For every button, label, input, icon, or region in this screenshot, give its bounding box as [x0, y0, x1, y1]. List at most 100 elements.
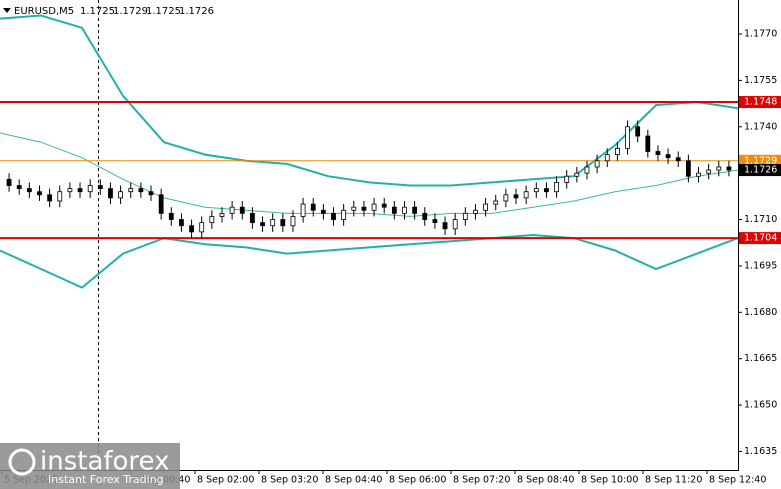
candle-body [229, 206, 235, 214]
candle-body [97, 185, 103, 190]
plot: 1.17701.17551.17401.17251.17101.16951.16… [0, 14, 781, 486]
candle-body [361, 206, 367, 211]
candle-body [219, 212, 225, 217]
candle-body [604, 154, 610, 162]
y-tick-label: 1.1740 [744, 121, 777, 132]
candle-body [331, 212, 336, 220]
candle-body [108, 188, 113, 199]
y-tick-label: 1.1680 [744, 307, 777, 318]
candle-body [300, 203, 306, 217]
candle-body [199, 222, 205, 233]
candle-body [493, 200, 499, 205]
candle-body [625, 126, 630, 149]
candle-body [320, 209, 326, 214]
candle-body [726, 166, 732, 171]
candle-body [6, 178, 12, 186]
level-label: 1.1729 [744, 155, 777, 166]
candle-body [391, 206, 397, 214]
x-tick-label: 8 Sep 03:20 [261, 475, 318, 486]
candle-body [594, 160, 600, 168]
band-line [0, 14, 739, 187]
candle-body [138, 188, 144, 193]
candle-body [37, 191, 42, 196]
x-tick-label: 8 Sep 11:20 [645, 475, 702, 486]
candle-body [574, 172, 580, 177]
candle-body [250, 212, 255, 224]
candle-body [685, 160, 691, 177]
y-tick-label: 1.1695 [744, 260, 777, 271]
candle-body [239, 206, 245, 214]
candle-body [655, 151, 661, 156]
candle-body [533, 188, 539, 193]
candle-body [351, 206, 357, 211]
x-tick-label: 8 Sep 04:40 [325, 475, 382, 486]
candle-body [270, 219, 276, 227]
header-value: 1.1725 [146, 6, 181, 17]
candle-body [513, 194, 519, 199]
candle-body [483, 203, 488, 211]
candle-body [584, 166, 590, 174]
candle-body [67, 188, 73, 193]
candle-body [57, 191, 63, 202]
candle-body [47, 194, 53, 202]
candle-body [696, 172, 701, 177]
watermark-bg [0, 443, 180, 489]
candle-body [716, 166, 722, 171]
y-tick-label: 1.1635 [744, 446, 777, 457]
candle-body [452, 219, 458, 230]
candle-body [503, 194, 509, 202]
level-label-bg [739, 96, 781, 109]
candle-body [473, 209, 478, 214]
candle-body [412, 206, 418, 214]
level-label-bg [739, 232, 781, 245]
candle-body [665, 154, 671, 159]
x-tick-label: 8 Sep 12:40 [709, 475, 766, 486]
candle-body [422, 212, 428, 220]
level-label: 1.1704 [744, 233, 777, 244]
band-line [0, 233, 739, 289]
candle-body [381, 203, 387, 208]
candle-body [706, 169, 712, 174]
x-tick-label: 8 Sep 06:00 [389, 475, 446, 486]
level-label: 1.1748 [744, 97, 777, 108]
menu-arrow [3, 8, 11, 13]
y-tick-label: 1.1710 [744, 214, 777, 225]
candle-body [128, 188, 134, 193]
candle-body [280, 219, 286, 227]
candle-body [209, 216, 215, 224]
logo [8, 448, 36, 476]
candle-body [148, 191, 154, 196]
tagline: Instant Forex Trading [48, 473, 164, 486]
brand: instaforex [40, 447, 169, 477]
level-label-bg [739, 154, 781, 167]
y-tick-label: 1.1755 [744, 75, 777, 86]
candle-body [158, 194, 164, 214]
candle-body [189, 225, 194, 233]
y-tick-label: 1.1665 [744, 353, 777, 364]
symbol: EURUSD,M5 [14, 6, 74, 17]
candle-body [260, 222, 265, 227]
candle-body [402, 206, 407, 214]
header-value: 1.1729 [113, 6, 148, 17]
candle-body [290, 216, 296, 227]
candle-body [675, 157, 681, 162]
x-tick-label: 8 Sep 02:00 [197, 475, 254, 486]
current-price-label: 1.1726 [744, 165, 777, 176]
candle-body [523, 191, 529, 199]
band-line [0, 132, 739, 217]
candle-body [442, 222, 448, 230]
candle-body [310, 203, 316, 211]
watermark: instaforex Instant Forex Trading [0, 443, 180, 489]
candle-body [554, 182, 559, 193]
x-tick-label: 8 Sep 07:20 [453, 475, 510, 486]
y-tick-label: 1.1770 [744, 29, 777, 40]
candle-body [26, 188, 32, 193]
candle-body [341, 209, 347, 220]
candle-body [87, 185, 93, 193]
candle-body [16, 185, 22, 190]
candle-body [371, 203, 377, 211]
candle-body [462, 212, 468, 220]
